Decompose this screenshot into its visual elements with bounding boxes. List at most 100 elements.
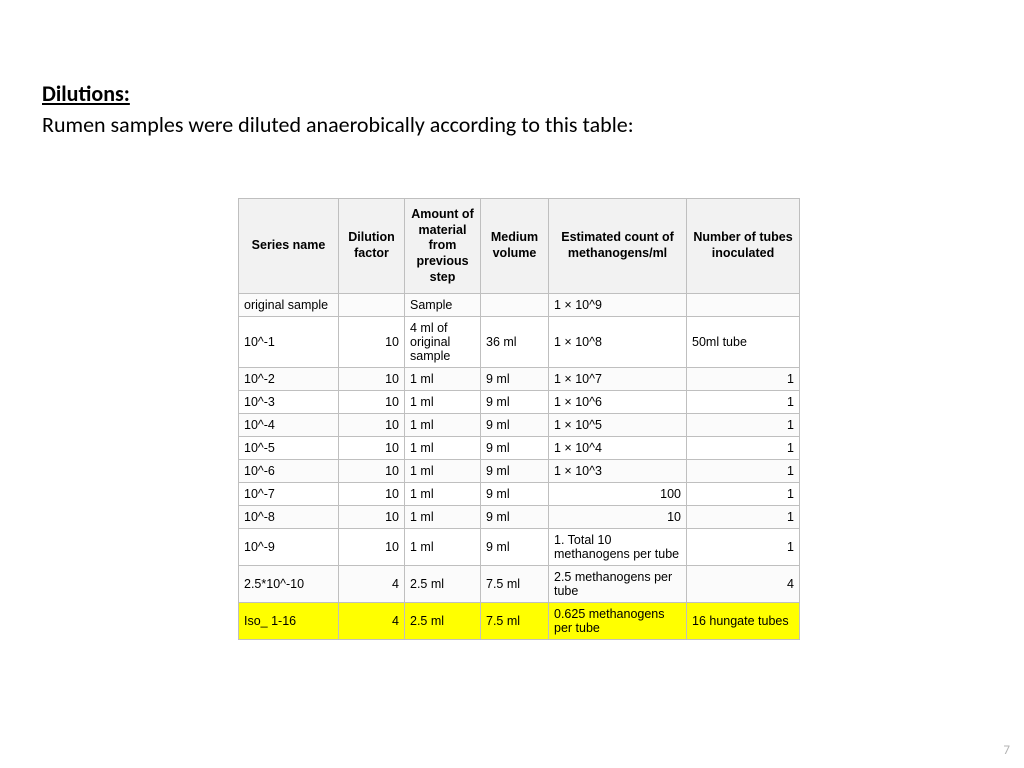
table-row: 10^-7101 ml9 ml1001 (239, 483, 800, 506)
table-cell: 1 ml (405, 483, 481, 506)
col-header: Dilution factor (339, 199, 405, 294)
table-body: original sampleSample1 × 10^910^-1104 ml… (239, 294, 800, 640)
table-cell: 10 (339, 317, 405, 368)
table-row: 10^-2101 ml9 ml1 × 10^71 (239, 368, 800, 391)
table-cell: 7.5 ml (481, 603, 549, 640)
table-cell: 10^-6 (239, 460, 339, 483)
table-cell: 9 ml (481, 506, 549, 529)
table-cell: Iso_ 1-16 (239, 603, 339, 640)
page-number: 7 (1003, 743, 1010, 758)
table-cell: 1 (687, 460, 800, 483)
table-cell: 7.5 ml (481, 566, 549, 603)
table-cell: 1 ml (405, 368, 481, 391)
table-cell: 4 (339, 603, 405, 640)
table-cell: 1 (687, 506, 800, 529)
table-cell: 1 (687, 483, 800, 506)
table-cell: 10^-8 (239, 506, 339, 529)
table-cell: original sample (239, 294, 339, 317)
table-cell: 36 ml (481, 317, 549, 368)
section-title: Dilutions: (42, 80, 942, 107)
table-cell: 2.5 ml (405, 603, 481, 640)
table-row: 2.5*10^-1042.5 ml7.5 ml2.5 methanogens p… (239, 566, 800, 603)
col-header: Number of tubes inoculated (687, 199, 800, 294)
table-cell: 1 × 10^3 (549, 460, 687, 483)
table-cell: 1 (687, 368, 800, 391)
table-cell: 1. Total 10 methanogens per tube (549, 529, 687, 566)
table-cell: 1 ml (405, 529, 481, 566)
table-head: Series nameDilution factorAmount of mate… (239, 199, 800, 294)
table-cell: 9 ml (481, 368, 549, 391)
table-cell: 0.625 methanogens per tube (549, 603, 687, 640)
table-cell: 10 (339, 437, 405, 460)
table-cell: 10 (549, 506, 687, 529)
table-cell: 16 hungate tubes (687, 603, 800, 640)
table-row: original sample Sample 1 × 10^9 (239, 294, 800, 317)
table-cell: 1 (687, 414, 800, 437)
table-cell: 10^-1 (239, 317, 339, 368)
table-cell: 2.5*10^-10 (239, 566, 339, 603)
table-cell: 1 (687, 391, 800, 414)
table-cell: 4 ml of original sample (405, 317, 481, 368)
table-cell: 1 (687, 437, 800, 460)
dilution-table-wrap: Series nameDilution factorAmount of mate… (238, 198, 799, 640)
table-cell: 10^-4 (239, 414, 339, 437)
table-cell: 10 (339, 483, 405, 506)
table-cell (481, 294, 549, 317)
col-header: Amount of material from previous step (405, 199, 481, 294)
table-cell: 10 (339, 368, 405, 391)
table-cell: 9 ml (481, 391, 549, 414)
table-cell: 9 ml (481, 414, 549, 437)
table-row: 10^-3101 ml9 ml1 × 10^61 (239, 391, 800, 414)
table-cell: 4 (687, 566, 800, 603)
table-cell: 10^-2 (239, 368, 339, 391)
table-cell: 50ml tube (687, 317, 800, 368)
table-cell: 9 ml (481, 437, 549, 460)
table-cell: 1 × 10^5 (549, 414, 687, 437)
table-cell: 1 × 10^7 (549, 368, 687, 391)
table-cell: 1 × 10^9 (549, 294, 687, 317)
dilution-table: Series nameDilution factorAmount of mate… (238, 198, 800, 640)
col-header: Series name (239, 199, 339, 294)
table-row: 10^-4101 ml9 ml1 × 10^51 (239, 414, 800, 437)
table-cell: 1 ml (405, 437, 481, 460)
col-header: Medium volume (481, 199, 549, 294)
table-row: 10^-1104 ml of original sample36 ml1 × 1… (239, 317, 800, 368)
table-row: 10^-6101 ml9 ml1 × 10^31 (239, 460, 800, 483)
heading-block: Dilutions: Rumen samples were diluted an… (42, 80, 942, 138)
col-header: Estimated count of methanogens/ml (549, 199, 687, 294)
table-cell: 1 × 10^4 (549, 437, 687, 460)
table-cell: 4 (339, 566, 405, 603)
section-subtitle: Rumen samples were diluted anaerobically… (42, 111, 942, 138)
table-cell: 10^-9 (239, 529, 339, 566)
table-cell: 2.5 ml (405, 566, 481, 603)
table-cell: 9 ml (481, 529, 549, 566)
table-cell: 10 (339, 506, 405, 529)
table-cell: 10^-3 (239, 391, 339, 414)
table-cell: 100 (549, 483, 687, 506)
table-cell: 1 × 10^6 (549, 391, 687, 414)
header-row: Series nameDilution factorAmount of mate… (239, 199, 800, 294)
table-cell: 1 (687, 529, 800, 566)
table-cell: 2.5 methanogens per tube (549, 566, 687, 603)
table-cell: 1 × 10^8 (549, 317, 687, 368)
table-cell: 10^-7 (239, 483, 339, 506)
table-row: 10^-8101 ml9 ml101 (239, 506, 800, 529)
slide: Dilutions: Rumen samples were diluted an… (0, 0, 1024, 768)
table-cell: 9 ml (481, 483, 549, 506)
table-row: Iso_ 1-1642.5 ml7.5 ml0.625 methanogens … (239, 603, 800, 640)
table-cell: 10 (339, 529, 405, 566)
table-cell: 10 (339, 391, 405, 414)
table-cell: 10^-5 (239, 437, 339, 460)
table-cell (339, 294, 405, 317)
table-cell: 10 (339, 460, 405, 483)
table-cell: 1 ml (405, 460, 481, 483)
table-cell (687, 294, 800, 317)
table-cell: 1 ml (405, 414, 481, 437)
table-row: 10^-5101 ml9 ml1 × 10^41 (239, 437, 800, 460)
table-cell: 1 ml (405, 506, 481, 529)
table-cell: 10 (339, 414, 405, 437)
table-row: 10^-9101 ml9 ml1. Total 10 methanogens p… (239, 529, 800, 566)
table-cell: 1 ml (405, 391, 481, 414)
table-cell: Sample (405, 294, 481, 317)
table-cell: 9 ml (481, 460, 549, 483)
